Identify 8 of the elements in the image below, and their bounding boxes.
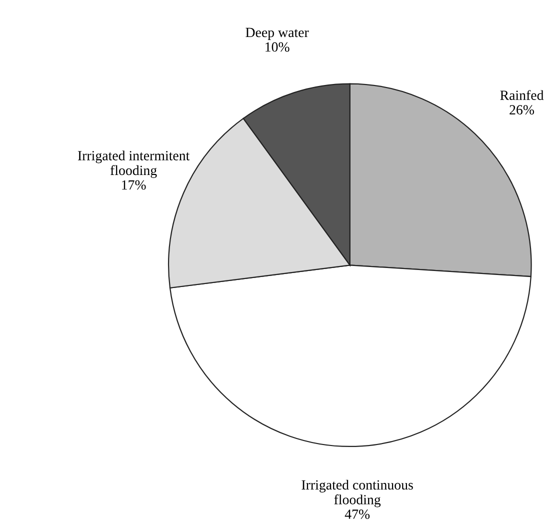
slice-label: Irrigated intermitent flooding [78, 150, 190, 178]
data-label: 17% [122, 180, 146, 190]
data-label: 26% [510, 105, 534, 115]
slice-label: Irrigated continuous flooding [302, 480, 413, 508]
slice-label: Rainfed [500, 90, 544, 100]
data-label: 47% [344, 510, 370, 519]
data-label: 10% [266, 42, 290, 52]
slice-label: Deep water [246, 28, 309, 40]
